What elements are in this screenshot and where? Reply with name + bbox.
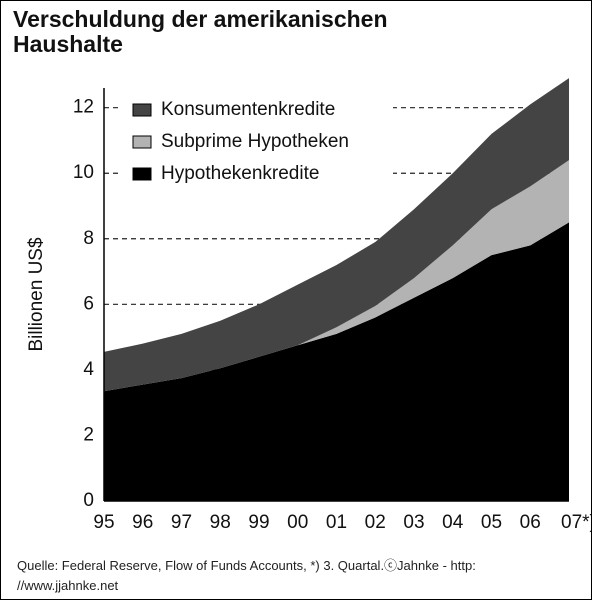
legend-label: Subprime Hypotheken [161, 131, 349, 152]
y-tick-label: 12 [73, 97, 94, 118]
area [104, 78, 569, 392]
chart-title: Verschuldung der amerikanischen Haushalt… [13, 6, 388, 57]
x-tick-label: 07*) [561, 512, 591, 533]
legend-label: Hypothekenkredite [161, 163, 319, 184]
y-tick-label: 4 [83, 359, 94, 380]
x-tick-label: 96 [132, 512, 153, 533]
x-tick-label: 00 [287, 512, 308, 533]
x-tick-label: 99 [248, 512, 269, 533]
area [104, 222, 569, 501]
source-note: Quelle: Federal Reserve, Flow of Funds A… [17, 558, 476, 593]
legend-swatch [132, 103, 152, 117]
x-tick-label: 02 [365, 512, 386, 533]
y-tick-label: 10 [73, 162, 94, 183]
legend-label: Konsumentenkredite [161, 99, 335, 120]
y-tick-label: 8 [83, 228, 94, 249]
x-tick-label: 04 [442, 512, 464, 533]
y-tick-label: 2 [83, 424, 94, 445]
y-axis-label: Billionen US$ [26, 237, 47, 351]
legend-box [121, 95, 393, 195]
x-tick-label: 06 [520, 512, 541, 533]
y-tick-label: 0 [83, 490, 94, 511]
x-tick-label: 97 [171, 512, 192, 533]
x-tick-label: 98 [210, 512, 231, 533]
y-tick-label: 6 [83, 293, 94, 314]
x-tick-label: 95 [93, 512, 114, 533]
legend-swatch [132, 135, 152, 149]
legend-swatch [132, 167, 152, 181]
x-tick-label: 03 [403, 512, 424, 533]
x-tick-label: 05 [481, 512, 502, 533]
x-tick-label: 01 [326, 512, 347, 533]
